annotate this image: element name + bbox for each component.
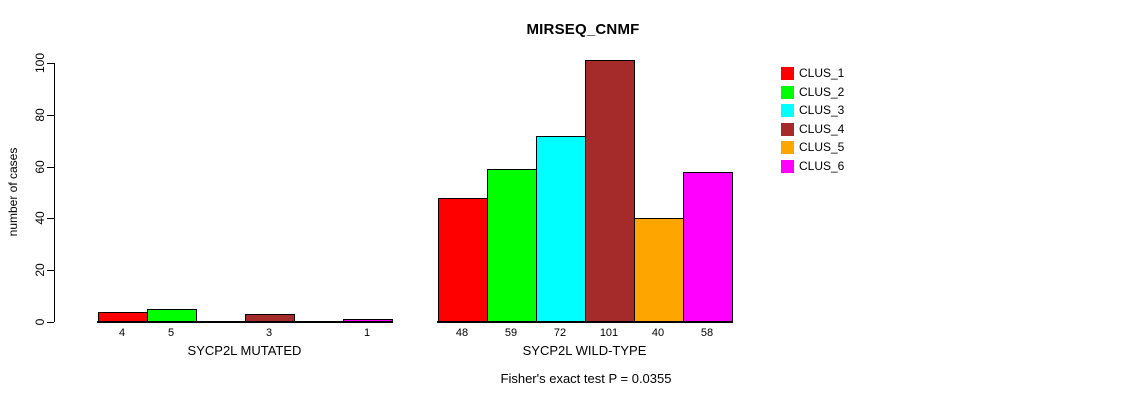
legend-item: CLUS_2 xyxy=(781,84,845,99)
legend-label: CLUS_5 xyxy=(799,140,845,154)
legend-swatch xyxy=(781,159,794,173)
y-axis-tick-label: 40 xyxy=(33,211,47,225)
legend-item: CLUS_1 xyxy=(781,67,844,80)
legend-swatch xyxy=(781,104,794,117)
y-axis-tick-label: 80 xyxy=(33,108,47,122)
y-axis-title: number of cases xyxy=(6,147,20,237)
legend-swatch xyxy=(781,85,794,99)
bar xyxy=(437,198,488,322)
legend-item: CLUS_3 xyxy=(781,104,844,117)
bar xyxy=(633,218,684,322)
bar-value-label: 40 xyxy=(651,327,665,339)
y-axis-tick-label: 20 xyxy=(33,263,47,277)
bar-value-label: 1 xyxy=(363,327,371,339)
annotation-pvalue: Fisher's exact test P = 0.0355 xyxy=(500,371,672,386)
legend-swatch xyxy=(781,67,794,80)
legend-label: CLUS_1 xyxy=(799,66,845,80)
bar-value-label: 5 xyxy=(167,327,175,339)
y-axis-tick xyxy=(47,270,54,271)
legend-item: CLUS_6 xyxy=(781,158,845,173)
bar xyxy=(97,312,148,322)
bar xyxy=(342,319,393,322)
y-axis-tick-label: 60 xyxy=(33,160,47,174)
x-axis-group-label: SYCP2L WILD-TYPE xyxy=(522,343,647,358)
chart-title: MIRSEQ_CNMF xyxy=(526,21,640,38)
legend-label: CLUS_2 xyxy=(799,84,845,99)
bar xyxy=(244,314,295,322)
x-axis-group-label: SYCP2L MUTATED xyxy=(187,343,302,358)
bar-value-label: 72 xyxy=(553,327,567,339)
bar xyxy=(682,172,733,322)
bar-value-label: 59 xyxy=(504,327,518,339)
bar xyxy=(535,136,586,322)
y-axis-tick-label: 0 xyxy=(33,318,47,326)
x-axis-baseline xyxy=(436,321,733,323)
legend-item: CLUS_4 xyxy=(781,121,845,136)
bar xyxy=(584,60,635,322)
bar-value-label: 3 xyxy=(265,327,273,339)
bar-value-label: 58 xyxy=(700,327,714,339)
bar-value-label: 48 xyxy=(455,327,469,339)
legend-item: CLUS_5 xyxy=(781,141,844,154)
legend-swatch xyxy=(781,141,794,154)
y-axis-tick xyxy=(47,322,54,323)
y-axis-line xyxy=(54,63,55,322)
bar xyxy=(486,169,537,322)
y-axis-tick xyxy=(47,167,54,168)
y-axis-tick xyxy=(47,63,54,64)
bar-value-label: 4 xyxy=(118,327,126,339)
legend-swatch xyxy=(781,122,794,136)
y-axis-tick xyxy=(47,218,54,219)
legend: CLUS_1 CLUS_2 CLUS_3 CLUS_4 CLUS_5 CLUS_6 xyxy=(781,67,844,178)
y-axis-tick xyxy=(47,115,54,116)
legend-label: CLUS_4 xyxy=(799,121,845,136)
bar-value-label: 101 xyxy=(599,327,619,339)
y-axis-tick-label: 100 xyxy=(33,52,47,74)
x-axis-baseline xyxy=(96,321,393,323)
bar xyxy=(146,309,197,322)
legend-label: CLUS_6 xyxy=(799,158,845,173)
legend-label: CLUS_3 xyxy=(799,103,845,117)
